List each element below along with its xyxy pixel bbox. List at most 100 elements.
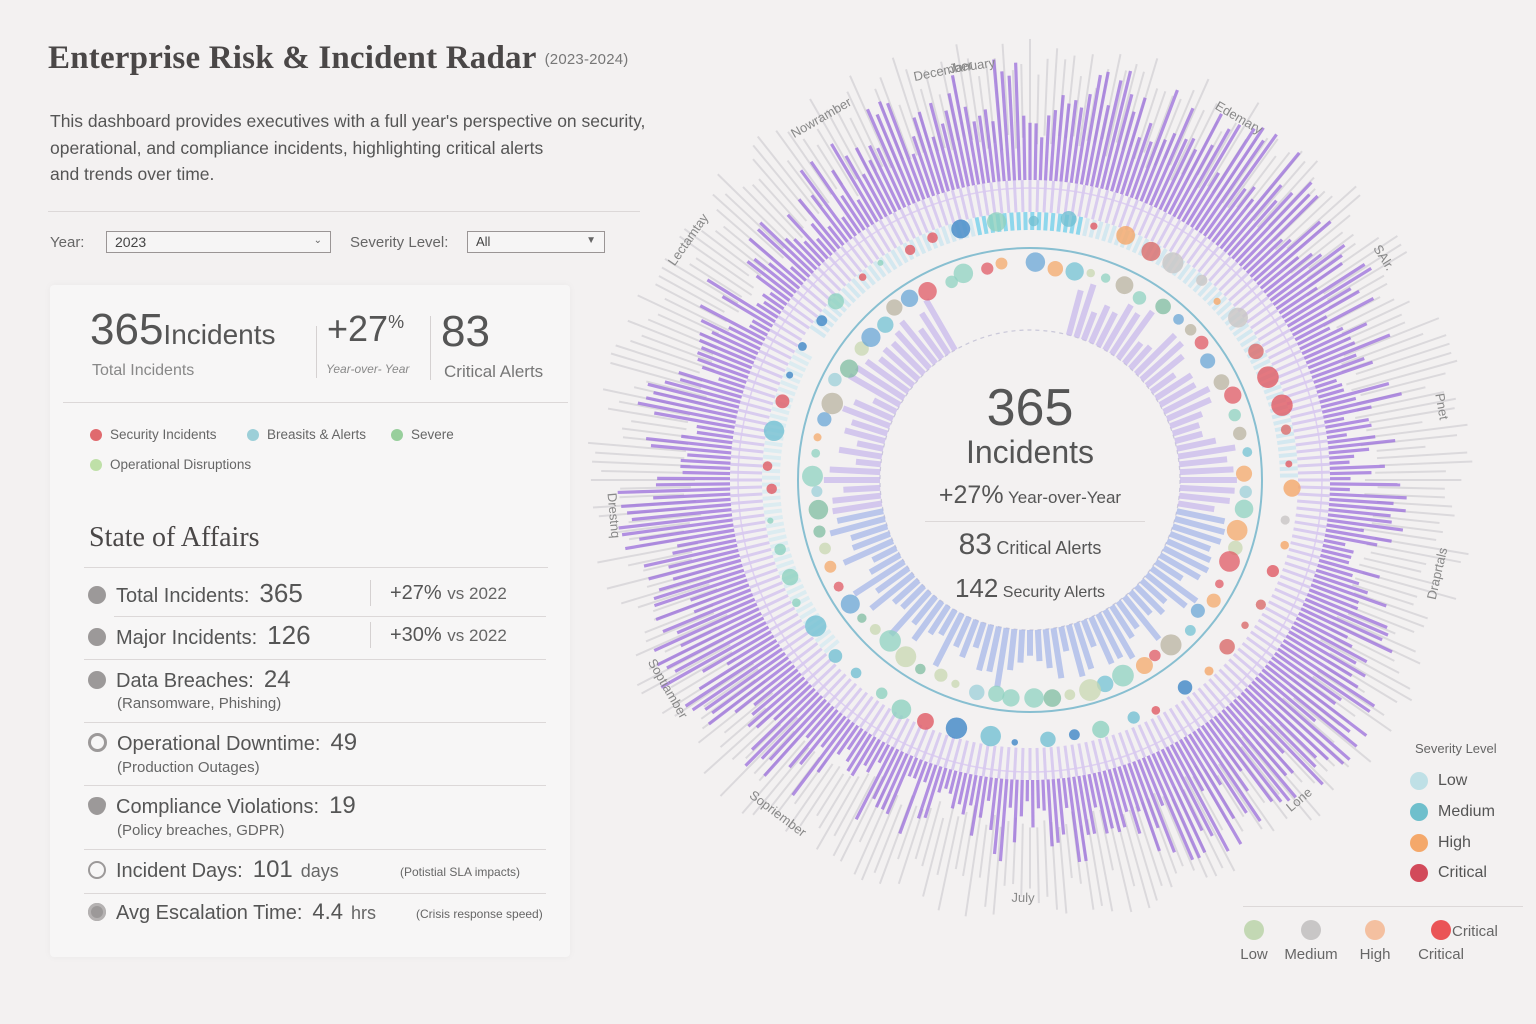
bottom-legend-low: Low [1236,920,1272,963]
cloud-icon [88,733,107,752]
bottom-legend-high: High [1352,920,1398,963]
description-line: This dashboard provides executives with … [50,111,646,131]
chevron-down-icon: ⌄ [313,235,322,246]
kpi-critical-label: Critical Alerts [444,362,544,381]
title-text: Enterprise Risk & Incident Radar [48,40,537,76]
state-of-affairs-title: State of Affairs [89,522,260,553]
divider [84,893,546,894]
severity-legend-high: High [1410,834,1471,852]
divider [84,567,548,568]
soa-value: 101 [252,856,293,883]
year-label: Year: [50,234,85,251]
legend-dot-icon [1410,864,1428,882]
legend-label: High [1438,834,1471,851]
severity-legend-title: Severity Level [1415,741,1497,756]
kpi-total-label: Total Incidents [92,362,195,379]
center-yoy: +27% Year-over-Year [900,481,1160,510]
kpi-yoy-pct: % [388,312,405,332]
legend-label: Medium [1284,946,1338,963]
soa-unit: hrs [350,903,376,923]
caret-down-icon: ▼ [586,235,596,246]
soa-label: Major Incidents: [116,627,258,649]
soa-value: 126 [267,620,311,650]
severity-select[interactable]: All ▼ [467,231,605,253]
legend-dot-icon [1410,772,1428,790]
divider [114,616,546,617]
legend-dot-icon [90,458,102,471]
year-select-value: 2023 [115,234,147,250]
soa-comparison: +30% vs 2022 [390,624,507,647]
legend-dot-icon [391,428,403,441]
severity-label: Severity Level: [350,234,449,251]
page-description: This dashboard provides executives with … [50,108,710,188]
soa-row-operational-downtime: Operational Downtime: 49 [88,729,357,757]
center-critical-value: 83 [958,528,992,561]
kpi-total-value: 365 [90,305,164,354]
shield-icon [88,797,106,815]
center-security: 142 Security Alerts [900,573,1160,604]
soa-unit: days [300,861,339,881]
divider [84,849,546,850]
divider [48,211,640,212]
divider [316,326,317,378]
soa-value: 24 [263,666,291,693]
legend-dot-icon [1365,920,1385,940]
divider [63,402,568,403]
severity-select-value: All [476,234,491,249]
legend-label: Low [1438,772,1468,789]
kpi-total-unit: Incidents [163,319,276,350]
divider [430,316,431,380]
soa-comparison-text: vs 2022 [447,626,507,645]
soa-label: Incident Days: [116,860,243,882]
severity-legend-low: Low [1410,772,1467,790]
divider [1243,906,1523,907]
pie-chart-icon [88,586,106,604]
target-icon [88,903,106,921]
soa-label: Compliance Violations: [116,796,320,818]
soa-note: (Production Outages) [117,759,260,776]
grid-icon [88,671,106,689]
center-security-label: Security Alerts [1002,584,1106,601]
soa-value: 4.4 [312,899,343,924]
title-years: (2023-2024) [544,51,629,68]
soa-row-total-incidents: Total Incidents: 365 [88,578,303,609]
soa-row-data-breaches: Data Breaches: 24 [88,666,291,694]
month-label: July [1011,889,1035,906]
legend-breaches-alerts: Breasits & Alerts [247,427,366,442]
description-line: and trends over time. [50,164,215,184]
soa-comparison: +27% vs 2022 [390,582,507,605]
kpi-yoy-label: Year-over- Year [326,362,410,376]
center-critical: 83 Critical Alerts [900,528,1160,562]
legend-dot-icon [1410,834,1428,852]
soa-label: Data Breaches: [116,670,254,692]
severity-legend-medium: Medium [1410,803,1495,821]
soa-row-incident-days: Incident Days: 101 days [88,856,339,884]
soa-comparison-value: +30% [390,624,442,646]
timer-icon [88,861,106,879]
legend-dot-icon [1431,920,1451,940]
legend-label: Security Incidents [110,427,217,442]
legend-label: Severe [411,427,454,442]
center-total-value: 365 [986,379,1074,437]
legend-label: Low [1240,946,1268,963]
description-line: operational, and compliance incidents, h… [50,137,544,158]
center-yoy-label: Year-over-Year [1008,488,1122,507]
legend-security-incidents: Security Incidents [90,427,217,442]
center-critical-label: Critical Alerts [996,538,1102,558]
year-select[interactable]: 2023 ⌄ [106,231,331,253]
soa-value: 19 [329,792,356,819]
legend-dot-icon [1301,920,1321,940]
divider [84,659,546,660]
center-security-value: 142 [954,573,999,603]
divider [370,622,371,648]
kpi-critical-value: 83 [441,307,490,356]
soa-value: 365 [259,578,303,608]
legend-dot-icon [1410,803,1428,821]
bottom-legend-critical: Critical [1408,920,1474,963]
legend-label: Medium [1438,803,1495,820]
legend-label: Breasits & Alerts [267,427,367,442]
bottom-legend-medium: Medium [1278,920,1344,963]
soa-comparison-value: +27% [390,582,442,604]
soa-row-major-incidents: Major Incidents: 126 [88,620,311,651]
